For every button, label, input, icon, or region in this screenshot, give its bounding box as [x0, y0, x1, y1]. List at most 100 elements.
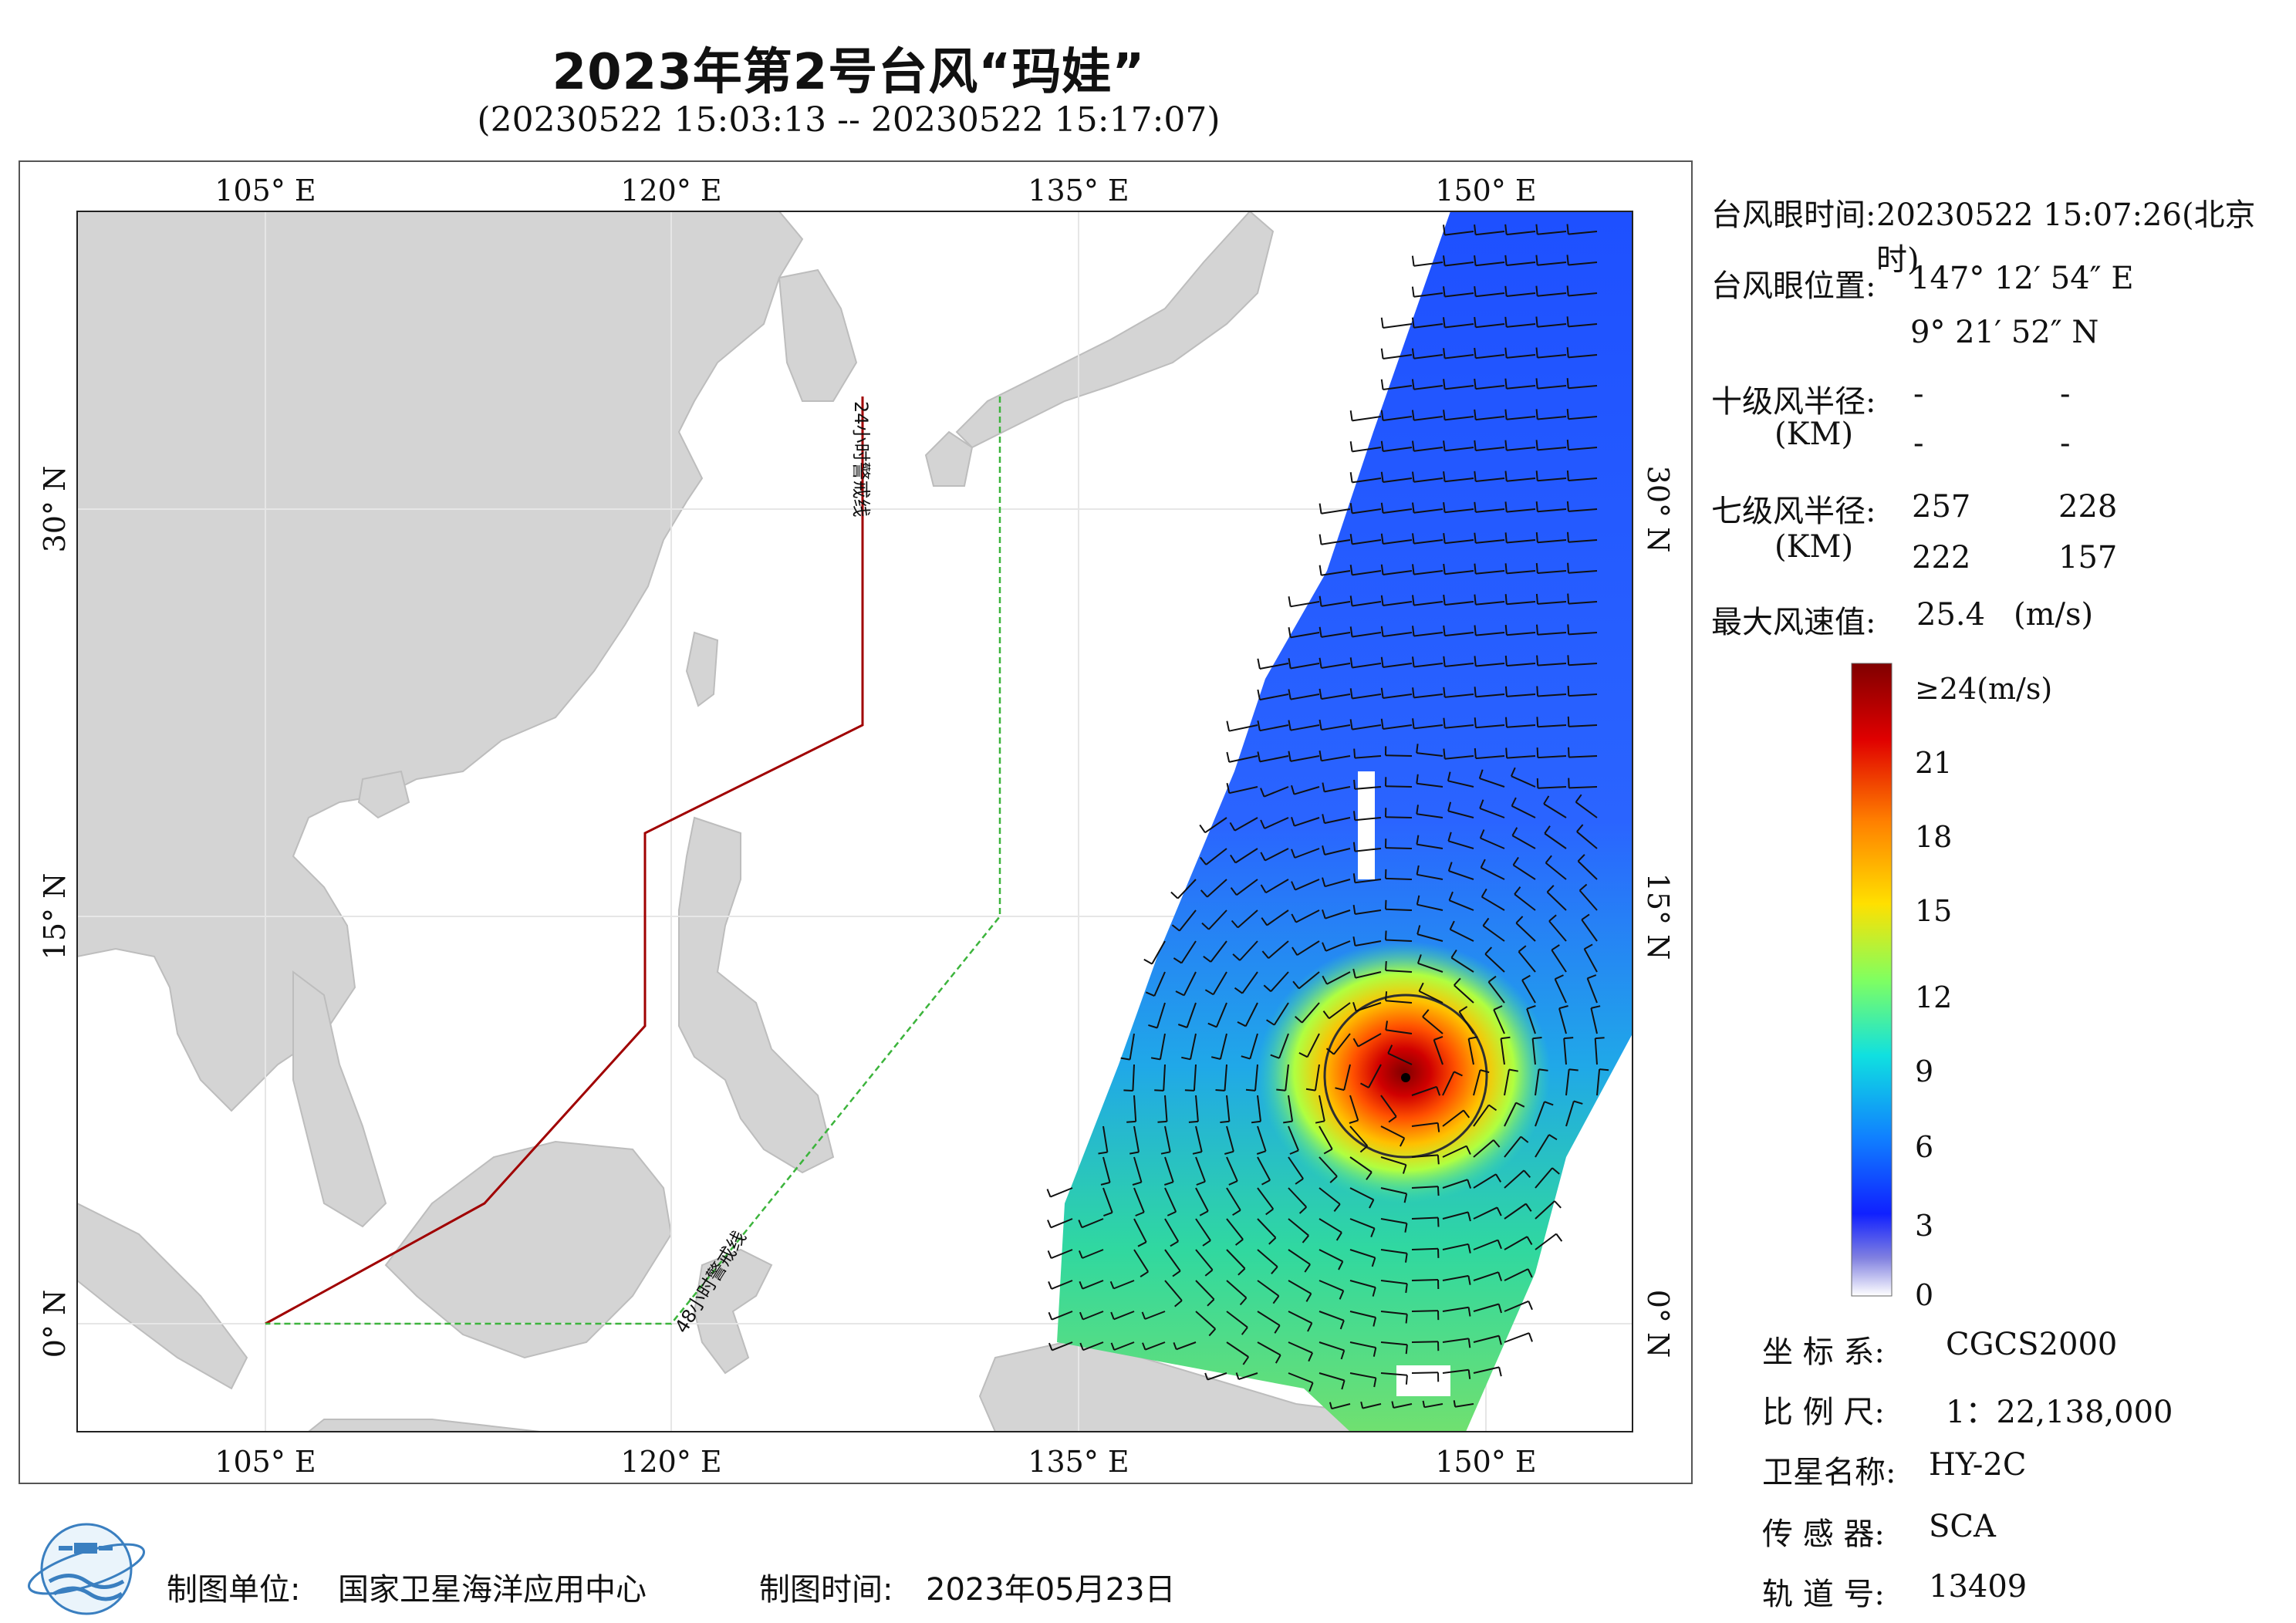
wind-barb: [1352, 539, 1382, 545]
wind-barb: [1306, 1033, 1320, 1058]
wind-barb-feather: [1154, 1089, 1164, 1092]
wind-barb: [1475, 570, 1505, 575]
wind-barb-feather: [1203, 956, 1212, 963]
typhoon-eye: [1401, 1073, 1410, 1082]
wind-barb-feather: [1443, 625, 1446, 636]
wind-barb-feather: [1261, 917, 1268, 926]
wind-barb: [1473, 1271, 1499, 1281]
wind-barb-feather: [1474, 471, 1477, 482]
wind-barb-feather: [1274, 1324, 1281, 1334]
wind-barb: [1575, 801, 1598, 818]
wind-barb: [1444, 477, 1474, 483]
wind-barb: [1319, 1372, 1345, 1382]
wind-barb: [1506, 539, 1536, 544]
wind-barb-feather: [1366, 1171, 1373, 1180]
wind-barb: [1226, 1311, 1248, 1328]
wind-barb-feather: [1370, 1228, 1376, 1237]
wind-barb: [1506, 601, 1536, 606]
wind-barb-feather: [1288, 751, 1292, 762]
wind-barb-feather: [1353, 748, 1356, 758]
wind-barb: [1288, 1311, 1312, 1324]
wind-barb: [1563, 1038, 1567, 1065]
wind-barb-feather: [1504, 409, 1508, 420]
wind-barb: [1473, 1104, 1490, 1127]
wind-barb: [1568, 786, 1598, 789]
wind-barb: [1442, 1211, 1469, 1220]
wind-barb: [1448, 870, 1474, 880]
wind-barb-feather: [1245, 1088, 1256, 1092]
lon-tick-bottom: 135° E: [1028, 1445, 1129, 1479]
wind-barb-feather: [1495, 1173, 1502, 1183]
wind-barb: [1475, 262, 1505, 267]
wind-barb-feather: [1497, 1240, 1502, 1250]
wind-barb: [1576, 831, 1598, 849]
wind-barb-feather: [1535, 562, 1538, 574]
wind-barb-feather: [1504, 347, 1508, 359]
wind-barb: [1259, 755, 1289, 763]
wind-barb: [1444, 601, 1474, 606]
wind-barb-feather: [1230, 854, 1237, 864]
wind-barb: [1411, 1341, 1439, 1343]
wind-barb: [1295, 909, 1320, 923]
wind-barb-feather: [1535, 593, 1538, 604]
wind-barb-feather: [1411, 379, 1415, 390]
wind-barb: [1526, 1008, 1536, 1034]
wind-barb: [1411, 1122, 1438, 1127]
colorbar-label: 21: [1915, 746, 1952, 780]
wind-barb-feather: [1352, 842, 1356, 852]
wind-barb: [1349, 1218, 1375, 1230]
wind-barb-feather: [1329, 1176, 1338, 1183]
colorbar-label: 6: [1915, 1130, 1933, 1164]
wind-barb-feather: [1145, 991, 1155, 997]
wind-barb: [1504, 1203, 1527, 1220]
wind-barb: [1383, 663, 1413, 668]
wind-barb: [1129, 1033, 1135, 1060]
wind-barb: [1352, 447, 1382, 453]
wind-barb: [1331, 1403, 1351, 1410]
wind-barb-feather: [1232, 953, 1241, 961]
wind-barb: [1433, 1039, 1443, 1065]
wind-barb: [1294, 786, 1320, 795]
wind-barb: [1442, 1338, 1469, 1343]
wind-barb-feather: [1352, 1001, 1357, 1012]
wind-barb: [1504, 1069, 1510, 1096]
wind-barb: [1144, 1311, 1166, 1320]
maker-value: 国家卫星海洋应用中心: [338, 1572, 647, 1608]
wind-barb-feather: [1437, 1217, 1440, 1227]
wind-barb-feather: [1474, 687, 1477, 697]
wind-barb: [1504, 1332, 1530, 1343]
wind-barb: [1506, 354, 1536, 359]
wind-barb-feather: [1341, 1380, 1346, 1390]
wind-barb: [1444, 539, 1474, 545]
wind-barb-feather: [1474, 224, 1477, 235]
wind-barb-feather: [1520, 1135, 1529, 1143]
wind-barb-feather: [1100, 1181, 1110, 1186]
wind-barb-feather: [1181, 1056, 1191, 1061]
wind-barb: [1383, 447, 1413, 452]
wind-barb: [1506, 693, 1536, 697]
wind-barb-feather: [1263, 984, 1271, 993]
wind-barb-feather: [1535, 316, 1538, 327]
wind-barb: [1568, 323, 1598, 328]
wind-barb-feather: [1103, 1211, 1113, 1217]
wind-barb: [1288, 1187, 1308, 1208]
wind-barb-feather: [1160, 1151, 1170, 1155]
wind-barb: [1210, 940, 1227, 963]
wind-barb: [1264, 817, 1289, 829]
wind-barb: [1537, 385, 1567, 390]
wind-barb-feather: [1202, 1240, 1211, 1247]
wind-barb: [1383, 323, 1413, 329]
wind-barb: [1357, 1033, 1382, 1048]
wind-barb: [1352, 632, 1382, 638]
wind-barb: [1226, 1218, 1244, 1240]
wind-barb: [1288, 1218, 1309, 1237]
wind-barb: [1413, 262, 1443, 267]
wind-barb: [1444, 508, 1474, 514]
wind-barb: [1380, 1218, 1407, 1224]
wind-barb-feather: [1535, 440, 1538, 450]
wind-barb: [1052, 1341, 1073, 1351]
wind-barb-feather: [1411, 286, 1415, 297]
wind-barb: [1383, 601, 1413, 606]
wind-barb: [1544, 832, 1567, 849]
wind-barb: [1538, 724, 1567, 728]
